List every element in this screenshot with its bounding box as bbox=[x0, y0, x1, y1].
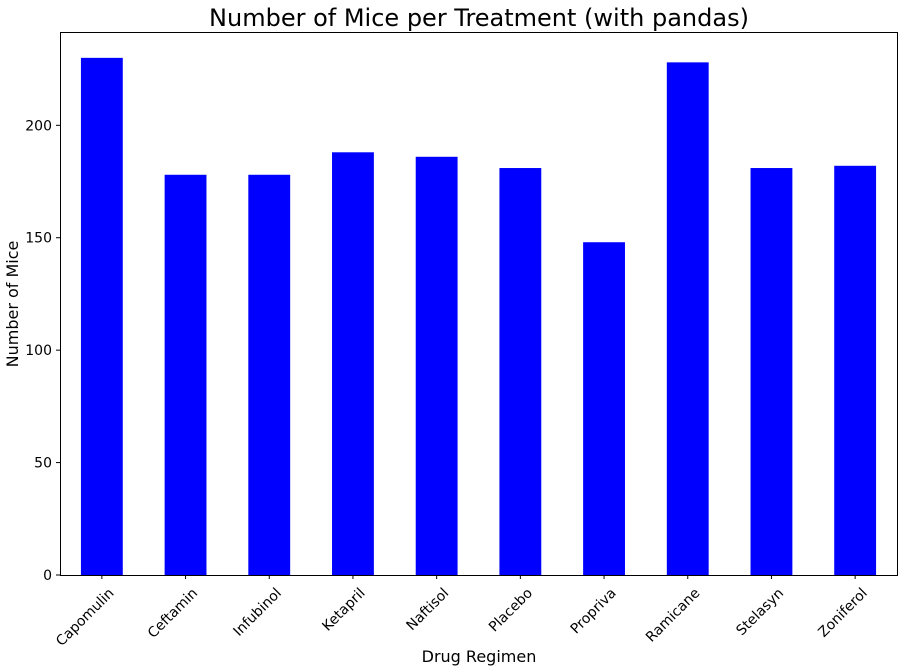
y-tick-label: 200 bbox=[25, 118, 52, 134]
bar-capomulin bbox=[80, 57, 123, 576]
x-tick-label: Ketapril bbox=[319, 585, 368, 634]
bar-naftisol bbox=[415, 156, 458, 575]
bar-placebo bbox=[499, 168, 542, 575]
bars-group bbox=[80, 57, 877, 576]
bar-ceftamin bbox=[164, 174, 207, 575]
x-tick-label: Ramicane bbox=[643, 585, 703, 645]
x-tick-label: Placebo bbox=[486, 585, 536, 635]
plot-frame bbox=[60, 32, 898, 576]
y-tick-label: 150 bbox=[25, 231, 52, 247]
x-tick-label: Ceftamin bbox=[145, 585, 201, 641]
chart-title: Number of Mice per Treatment (with panda… bbox=[209, 4, 749, 32]
bar-propriva bbox=[583, 242, 625, 576]
y-tick-label: 100 bbox=[25, 343, 52, 359]
x-tick-label: Propriva bbox=[568, 585, 620, 637]
bar-zoniferol bbox=[834, 165, 877, 576]
x-tick-label: Capomulin bbox=[53, 585, 117, 649]
x-tick-label: Stelasyn bbox=[733, 585, 787, 639]
y-tick-label: 50 bbox=[34, 456, 52, 472]
bar-infubinol bbox=[248, 174, 291, 575]
y-axis: 0 50 100 150 200 bbox=[25, 118, 60, 584]
bar-ketapril bbox=[332, 152, 374, 575]
y-axis-label: Number of Mice bbox=[3, 241, 22, 368]
x-tick-label: Naftisol bbox=[404, 585, 453, 634]
x-axis: Capomulin Ceftamin Infubinol Ketapril Naftis… bbox=[53, 575, 871, 650]
x-tick-label: Zoniferol bbox=[815, 585, 870, 640]
bar-ramicane bbox=[666, 62, 709, 575]
y-tick-label: 0 bbox=[43, 568, 52, 584]
x-tick-label: Infubinol bbox=[230, 585, 284, 639]
x-axis-label: Drug Regimen bbox=[422, 647, 537, 666]
bar-stelasyn bbox=[750, 168, 793, 575]
